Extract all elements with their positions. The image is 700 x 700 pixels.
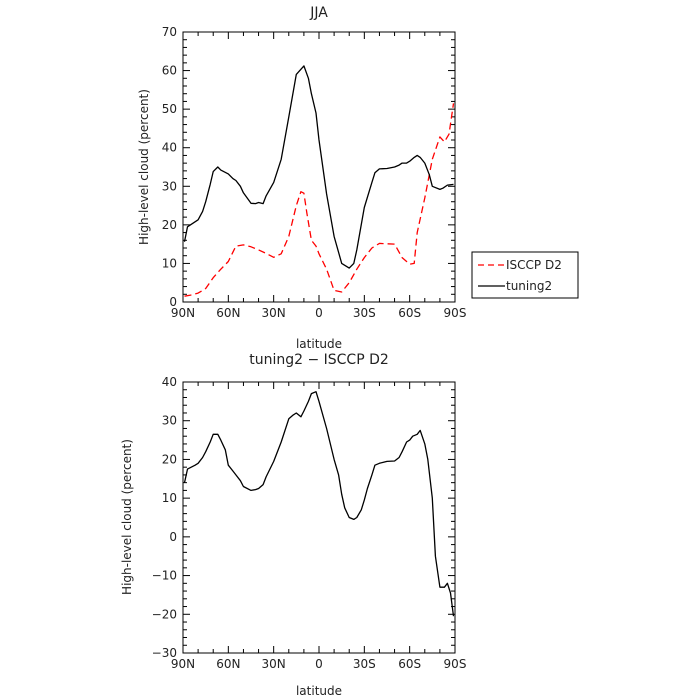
x-tick-label: 60S — [398, 657, 421, 671]
chart-top-legend: ISCCP D2 tuning2 — [471, 251, 579, 299]
chart-bottom-frame — [182, 381, 456, 654]
y-tick-label: 0 — [169, 530, 177, 544]
y-tick-label: 10 — [162, 491, 177, 505]
chart-top-title: JJA — [309, 5, 328, 21]
chart-bottom-xlabel: latitude — [296, 684, 342, 698]
y-tick-label: 30 — [162, 414, 177, 428]
chart-top: JJA High-level cloud (percent) latitude … — [137, 5, 579, 351]
legend-label-isccp-d2: ISCCP D2 — [506, 258, 562, 272]
series-line-difference — [183, 391, 455, 617]
y-tick-label: 30 — [162, 179, 177, 193]
x-tick-label: 90N — [171, 657, 195, 671]
chart-top-xlabel: latitude — [296, 337, 342, 351]
chart-top-ylabel: High-level cloud (percent) — [137, 89, 151, 245]
y-tick-label: 60 — [162, 64, 177, 78]
x-tick-label: 60N — [216, 657, 240, 671]
y-tick-label: −10 — [152, 569, 177, 583]
x-tick-label: 30N — [262, 306, 286, 320]
y-tick-label: 50 — [162, 102, 177, 116]
y-tick-label: −20 — [152, 607, 177, 621]
chart-top-plot-area: 90N 60N 30N 0 30S 60S 90S 0 10 20 30 40 50 60 70 — [162, 25, 467, 320]
series-line-isccp-d2 — [184, 103, 455, 297]
legend-label-tuning2: tuning2 — [506, 279, 552, 293]
chart-bottom-plot-area: 90N 60N 30N 0 30S 60S 90S −30 −20 −10 0 10 20 30 40 — [152, 375, 467, 671]
series-line-tuning2 — [183, 65, 454, 269]
y-tick-label: 20 — [162, 218, 177, 232]
chart-bottom-title: tuning2 − ISCCP D2 — [249, 352, 389, 368]
legend-box — [471, 251, 579, 299]
x-tick-label: 0 — [315, 657, 323, 671]
x-tick-label: 30S — [353, 306, 376, 320]
y-tick-label: 40 — [162, 141, 177, 155]
y-tick-label: 0 — [169, 295, 177, 309]
x-tick-label: 60N — [216, 306, 240, 320]
chart-bottom: tuning2 − ISCCP D2 High-level cloud (per… — [120, 352, 466, 698]
x-tick-label: 90S — [444, 306, 467, 320]
x-tick-label: 30S — [353, 657, 376, 671]
x-tick-label: 30N — [262, 657, 286, 671]
y-tick-label: 20 — [162, 452, 177, 466]
x-tick-label: 0 — [315, 306, 323, 320]
chart-bottom-ylabel: High-level cloud (percent) — [120, 439, 134, 595]
y-tick-label: 40 — [162, 375, 177, 389]
x-tick-label: 90N — [171, 306, 195, 320]
x-tick-label: 60S — [398, 306, 421, 320]
x-tick-label: 90S — [444, 657, 467, 671]
y-tick-label: 10 — [162, 256, 177, 270]
y-tick-label: 70 — [162, 25, 177, 39]
y-tick-label: −30 — [152, 646, 177, 660]
